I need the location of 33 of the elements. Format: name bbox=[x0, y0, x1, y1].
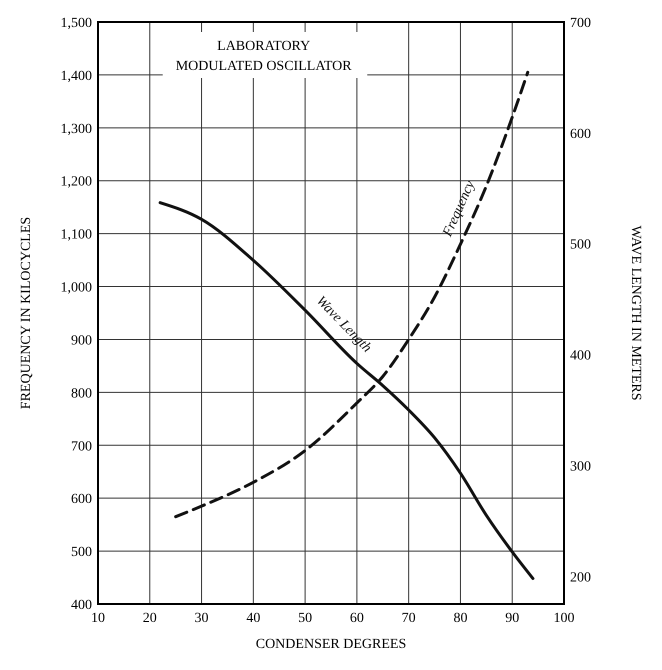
x-tick-label: 60 bbox=[350, 611, 364, 626]
y-tick-label: 1,000 bbox=[60, 280, 92, 296]
y2-tick-label: 200 bbox=[570, 570, 591, 586]
y-axis-title: FREQUENCY IN KILOCYCLES bbox=[19, 216, 34, 410]
x-tick-label: 100 bbox=[554, 611, 574, 626]
y2-tick-label: 500 bbox=[570, 238, 591, 253]
y2-axis-title: WAVE LENGTH IN METERS bbox=[628, 225, 643, 401]
x-tick-label: 50 bbox=[298, 611, 312, 626]
text: LABORATORY bbox=[217, 39, 310, 54]
y2-tick-label: 400 bbox=[570, 348, 591, 364]
x-tick-label: 20 bbox=[142, 611, 157, 626]
y-tick-label: 900 bbox=[71, 333, 92, 348]
y-tick-label: 1,300 bbox=[60, 122, 92, 137]
y-tick-label: 1,500 bbox=[60, 16, 92, 31]
y2-tick-label: 600 bbox=[570, 126, 591, 142]
y-tick-label: 1,400 bbox=[60, 68, 92, 84]
x-tick-label: 40 bbox=[246, 611, 260, 626]
y-tick-label: 400 bbox=[71, 598, 92, 613]
x-tick-label: 30 bbox=[194, 611, 209, 626]
x-tick-label: 10 bbox=[91, 611, 105, 626]
x-tick-label: 70 bbox=[402, 611, 416, 626]
y2-tick-label: 300 bbox=[570, 459, 591, 474]
y2-tick-label: 700 bbox=[570, 16, 591, 31]
text: MODULATED OSCILLATOR bbox=[176, 59, 352, 74]
x-axis-title: CONDENSER DEGREES bbox=[256, 637, 406, 652]
x-tick-label: 80 bbox=[453, 611, 468, 626]
y-tick-label: 600 bbox=[71, 492, 92, 508]
y-tick-label: 1,100 bbox=[60, 228, 92, 243]
y-tick-label: 500 bbox=[71, 545, 92, 560]
x-tick-label: 90 bbox=[505, 611, 520, 626]
y-tick-label: 800 bbox=[71, 386, 92, 402]
y-tick-label: 1,200 bbox=[60, 174, 92, 190]
y-tick-label: 700 bbox=[71, 439, 92, 454]
